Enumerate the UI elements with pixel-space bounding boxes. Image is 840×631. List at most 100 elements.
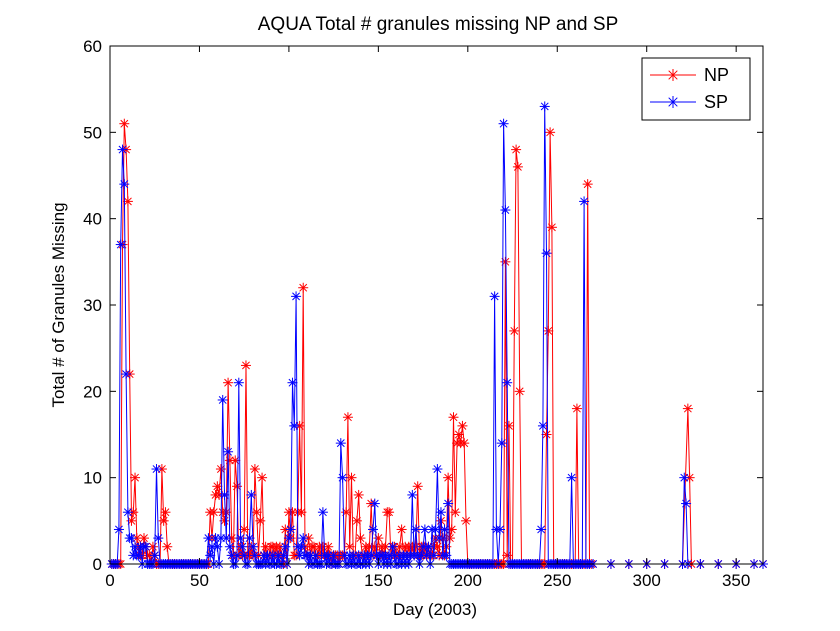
data-point-sp	[679, 472, 690, 483]
data-point-sp	[536, 524, 547, 535]
data-point-sp	[489, 291, 500, 302]
y-tick-label: 50	[83, 123, 102, 142]
data-point-sp	[237, 541, 248, 552]
data-point-sp	[117, 144, 128, 155]
data-point-np	[503, 420, 514, 431]
data-point-sp	[500, 205, 511, 216]
data-point-sp	[539, 101, 550, 112]
data-point-sp	[541, 248, 552, 259]
data-point-sp	[113, 524, 124, 535]
data-point-sp	[249, 550, 260, 561]
data-point-sp	[224, 541, 235, 552]
data-point-sp	[151, 464, 162, 475]
x-axis-label: Day (2003)	[393, 600, 477, 619]
data-point-sp	[246, 489, 257, 500]
data-point-sp	[566, 472, 577, 483]
y-tick-label: 20	[83, 382, 102, 401]
data-point-sp	[443, 498, 454, 509]
data-point-np	[212, 481, 223, 492]
data-point-np	[119, 118, 130, 129]
data-point-sp	[285, 524, 296, 535]
data-point-sp	[328, 550, 339, 561]
data-point-sp	[498, 118, 509, 129]
data-point-np	[208, 507, 219, 518]
data-point-np	[543, 325, 554, 336]
data-point-sp	[430, 524, 441, 535]
y-tick-label: 40	[83, 210, 102, 229]
data-point-sp	[410, 524, 421, 535]
data-point-sp	[223, 446, 234, 457]
data-point-np	[138, 533, 149, 544]
data-point-np	[239, 524, 250, 535]
data-point-sp	[298, 533, 309, 544]
data-point-sp	[121, 369, 132, 380]
data-point-np	[298, 282, 309, 293]
data-point-sp	[289, 420, 300, 431]
data-point-np	[412, 481, 423, 492]
data-point-sp	[434, 533, 445, 544]
data-point-np	[571, 403, 582, 414]
data-point-sp	[432, 464, 443, 475]
data-point-np	[158, 515, 169, 526]
data-point-sp	[310, 550, 321, 561]
x-tick-label: 150	[364, 571, 392, 590]
chart-title: AQUA Total # granules missing NP and SP	[258, 14, 619, 35]
data-point-np	[160, 507, 171, 518]
data-point-sp	[248, 541, 259, 552]
data-point-sp	[335, 438, 346, 449]
data-point-sp	[369, 498, 380, 509]
data-point-np	[514, 386, 525, 397]
data-point-np	[511, 144, 522, 155]
data-point-np	[546, 222, 557, 233]
data-point-sp	[115, 239, 126, 250]
data-point-np	[509, 325, 520, 336]
data-point-np	[353, 489, 364, 500]
x-tick-label: 300	[633, 571, 661, 590]
data-point-sp	[278, 550, 289, 561]
y-tick-label: 10	[83, 469, 102, 488]
data-point-sp	[283, 533, 294, 544]
y-tick-label: 60	[83, 37, 102, 56]
data-point-np	[251, 507, 262, 518]
legend-label-np: NP	[704, 65, 729, 85]
data-point-sp	[212, 541, 223, 552]
data-point-sp	[219, 489, 230, 500]
data-point-sp	[435, 507, 446, 518]
data-point-sp	[153, 533, 164, 544]
data-point-sp	[287, 377, 298, 388]
axis-ticks: 0 50 100 150 200 250 300 350 0 10 20 30 40 50 60	[83, 37, 763, 590]
data-point-sp	[203, 533, 214, 544]
data-point-sp	[119, 179, 130, 190]
legend-marker-sp	[667, 96, 679, 108]
data-point-np	[341, 507, 352, 518]
data-point-sp	[496, 438, 507, 449]
data-point-np	[130, 472, 141, 483]
data-point-np	[230, 455, 241, 466]
x-tick-label: 350	[722, 571, 750, 590]
data-point-sp	[423, 541, 434, 552]
data-point-sp	[579, 196, 590, 207]
data-point-sp	[126, 533, 137, 544]
legend-label-sp: SP	[704, 92, 728, 112]
data-point-sp	[133, 550, 144, 561]
data-point-sp	[239, 550, 250, 561]
data-point-sp	[244, 533, 255, 544]
data-point-sp	[140, 541, 151, 552]
data-point-sp	[221, 533, 232, 544]
data-point-np	[500, 256, 511, 267]
data-point-np	[457, 420, 468, 431]
y-tick-label: 30	[83, 296, 102, 315]
data-point-np	[448, 412, 459, 423]
data-point-sp	[407, 489, 418, 500]
data-point-np	[369, 541, 380, 552]
data-point-np	[223, 377, 234, 388]
data-point-sp	[502, 377, 513, 388]
legend: NP SP	[641, 57, 751, 121]
data-point-sp	[428, 550, 439, 561]
data-point-sp	[235, 533, 246, 544]
data-point-sp	[291, 291, 302, 302]
data-point-sp	[337, 472, 348, 483]
data-point-sp	[441, 550, 452, 561]
data-point-np	[296, 507, 307, 518]
data-point-sp	[296, 541, 307, 552]
